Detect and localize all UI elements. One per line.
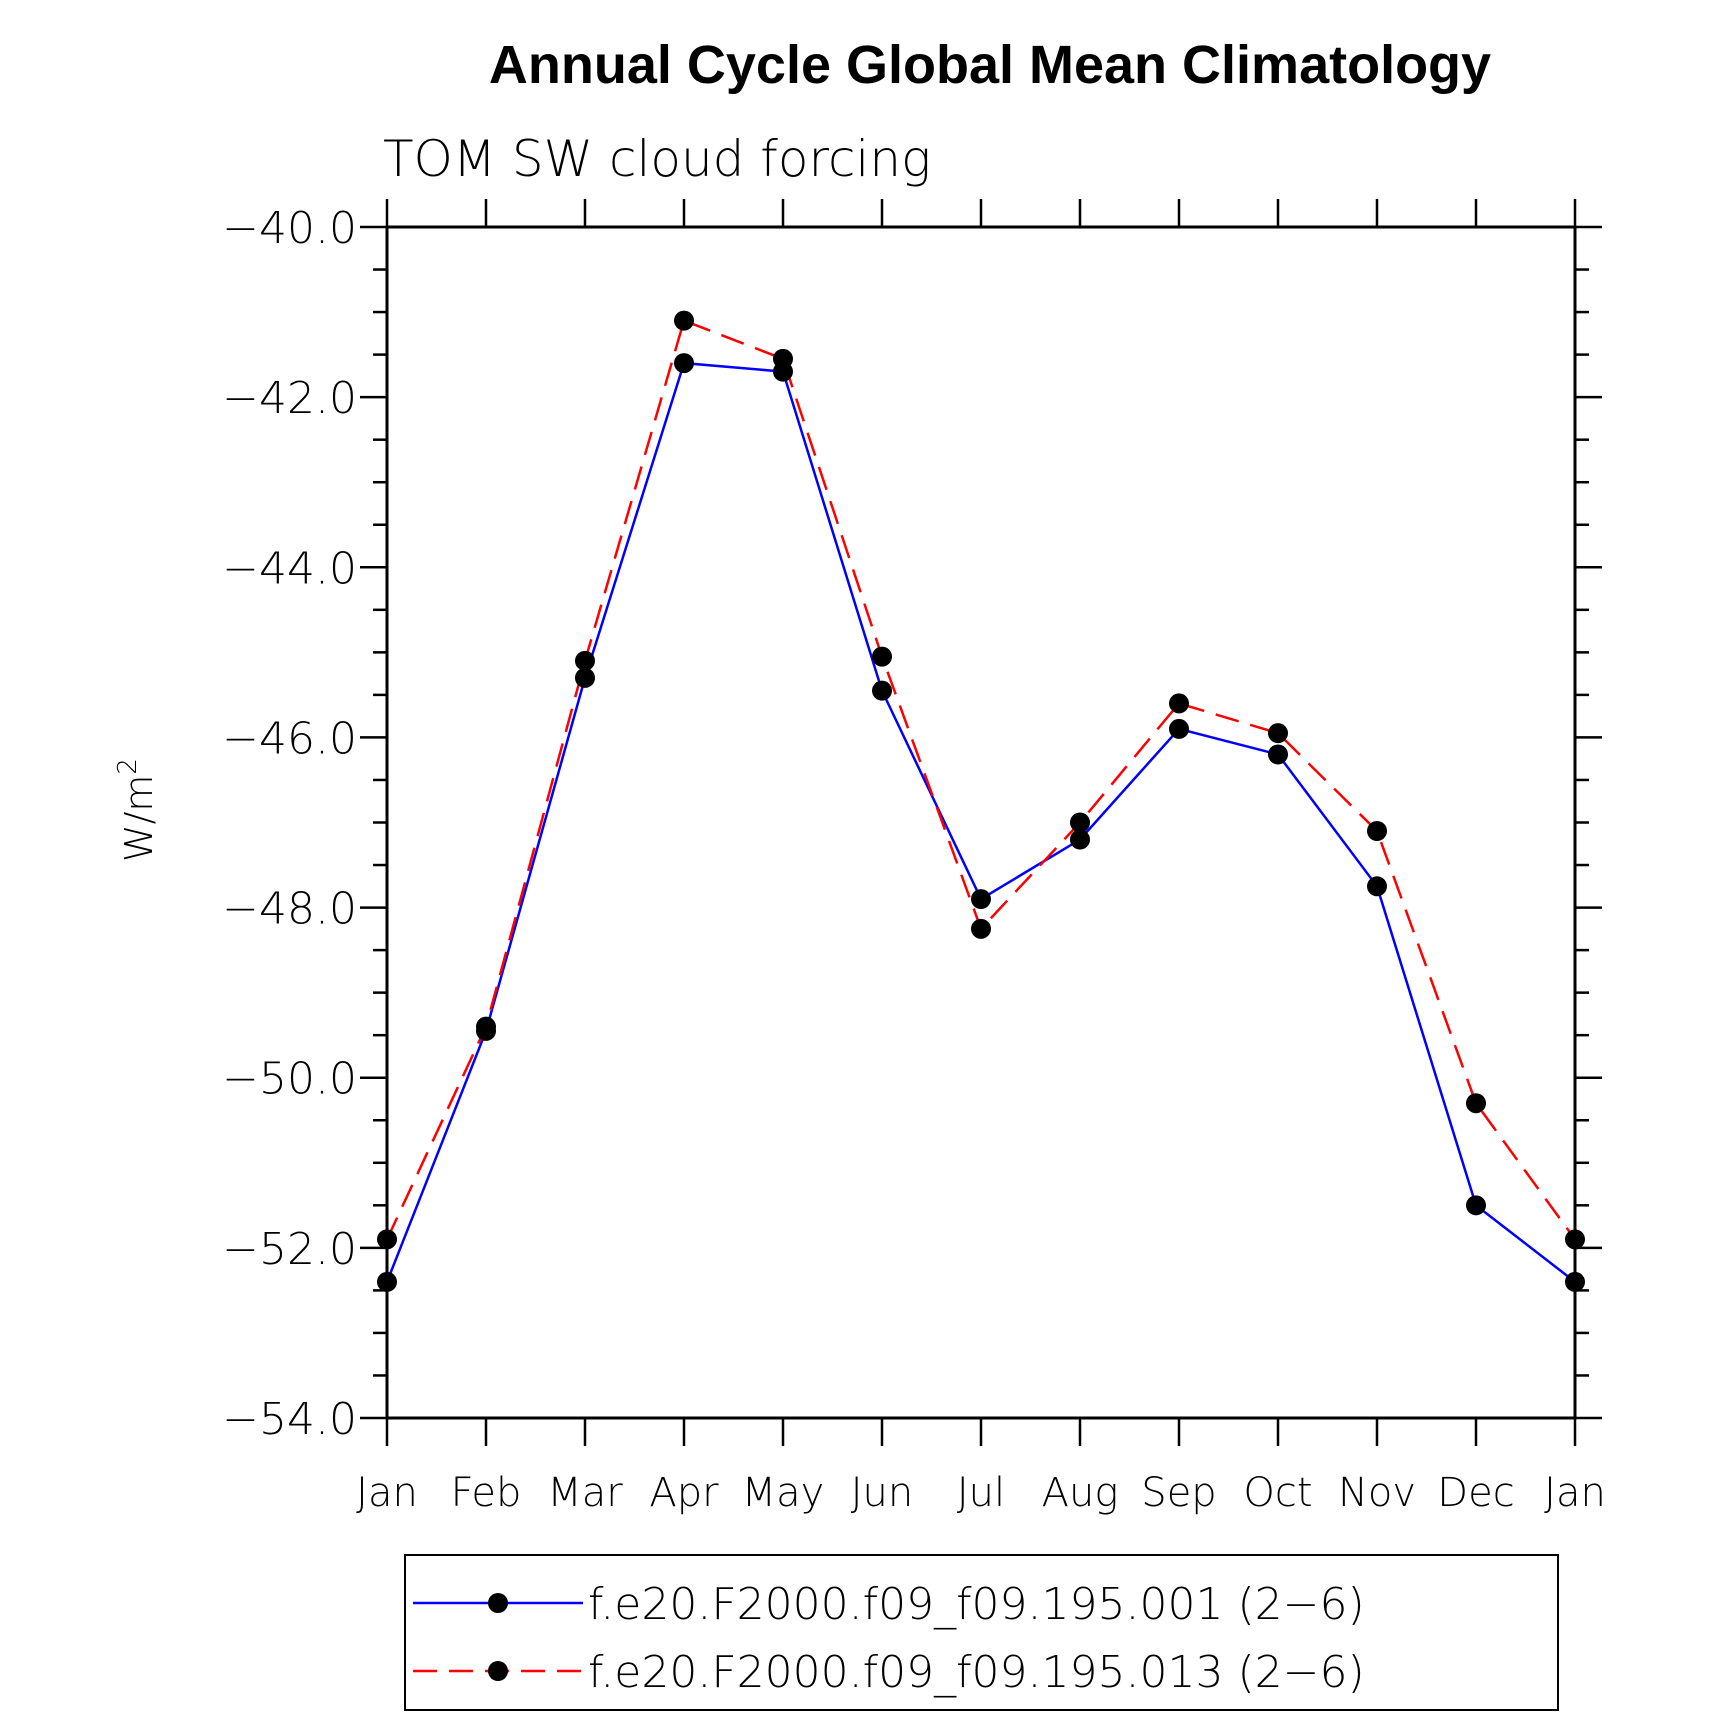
x-tick-label: Apr — [649, 1470, 719, 1516]
data-point-series-2 — [674, 310, 694, 331]
x-tick-label: May — [742, 1470, 825, 1516]
data-point-series-2 — [971, 918, 991, 939]
y-tick-label: −44.0 — [222, 543, 357, 594]
data-point-series-2 — [773, 348, 793, 369]
y-tick-label: −46.0 — [222, 713, 357, 764]
series-layer — [377, 310, 1585, 1292]
data-point-series-2 — [1466, 1093, 1486, 1114]
x-tick-label: Nov — [1338, 1470, 1416, 1516]
data-point-series-1 — [1268, 744, 1288, 765]
y-tick-label: −48.0 — [222, 884, 357, 935]
data-point-series-1 — [377, 1271, 397, 1292]
x-tick-label: Jan — [1544, 1470, 1606, 1516]
y-axis-label-base: W/m — [117, 775, 161, 862]
x-tick-label: Oct — [1243, 1470, 1312, 1516]
y-axis-label: W/m2 — [113, 758, 161, 862]
x-tick-label: Dec — [1437, 1470, 1514, 1516]
data-point-series-2 — [872, 646, 892, 667]
data-point-series-1 — [1565, 1271, 1585, 1292]
data-point-series-2 — [1268, 723, 1288, 744]
legend: f.e20.F2000.f09_f09.195.001 (2−6) f.e20.F… — [404, 1554, 1559, 1711]
data-point-series-1 — [1466, 1195, 1486, 1216]
data-point-series-2 — [476, 1016, 496, 1037]
axis-ticks: −40.0 −42.0 −44.0 −46.0 −48.0 −50.0 −52.0 −54.0… — [222, 199, 1606, 1516]
data-point-series-2 — [1565, 1229, 1585, 1250]
y-tick-label: −40.0 — [222, 203, 357, 254]
data-point-series-2 — [1070, 812, 1090, 833]
x-tick-label: Jan — [356, 1470, 418, 1516]
svg-text:W/m2: W/m2 — [113, 758, 161, 862]
data-point-series-1 — [872, 680, 892, 701]
plot-frame — [385, 225, 1577, 1420]
x-tick-label: Jun — [851, 1470, 914, 1516]
chart-subtitle: TOM SW cloud forcing — [383, 130, 931, 188]
y-axis-label-superscript: 2 — [113, 758, 143, 775]
legend-box — [404, 1554, 1559, 1711]
data-point-series-1 — [575, 667, 595, 688]
y-tick-label: −52.0 — [222, 1224, 357, 1275]
series-line-2 — [385, 318, 1577, 1241]
legend-items: f.e20.F2000.f09_f09.195.001 (2−6) f.e20.F… — [413, 1579, 1365, 1698]
y-tick-label: −54.0 — [222, 1394, 357, 1445]
x-tick-label: Sep — [1141, 1470, 1216, 1516]
x-tick-label: Feb — [451, 1470, 522, 1516]
x-tick-label: Mar — [547, 1470, 623, 1516]
data-point-series-1 — [1169, 718, 1189, 739]
chart-title: Annual Cycle Global Mean Climatology — [489, 35, 1491, 95]
data-point-series-1 — [1070, 829, 1090, 850]
x-tick-label: Aug — [1042, 1470, 1119, 1516]
data-point-series-1 — [971, 889, 991, 910]
y-tick-label: −42.0 — [222, 373, 357, 424]
data-point-series-2 — [1367, 821, 1387, 842]
legend-marker-2 — [488, 1661, 508, 1681]
series-line-1 — [385, 361, 1576, 1283]
legend-marker-1 — [488, 1593, 508, 1613]
data-point-series-2 — [1169, 693, 1189, 714]
legend-label-1: f.e20.F2000.f09_f09.195.001 (2−6) — [588, 1579, 1365, 1630]
data-point-series-1 — [1367, 876, 1387, 897]
y-tick-label: −50.0 — [222, 1054, 357, 1105]
data-point-series-2 — [575, 650, 595, 671]
x-tick-label: Jul — [957, 1470, 1005, 1516]
legend-label-2: f.e20.F2000.f09_f09.195.013 (2−6) — [588, 1647, 1365, 1698]
data-point-series-2 — [377, 1229, 397, 1250]
data-point-series-1 — [674, 353, 694, 374]
